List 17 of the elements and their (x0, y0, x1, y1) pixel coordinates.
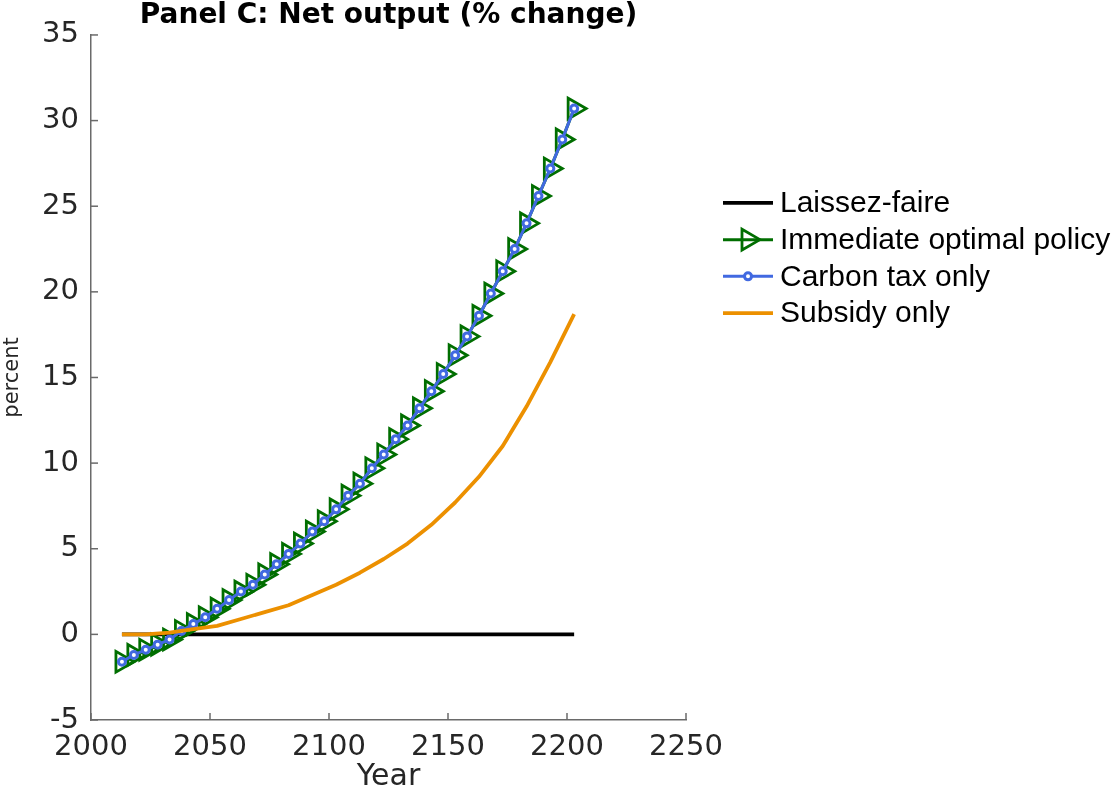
y-tick-label: 30 (42, 101, 79, 136)
legend-label: Laissez-faire (780, 185, 951, 219)
legend-label: Subsidy only (780, 295, 951, 329)
legend-label: Carbon tax only (780, 258, 991, 292)
y-axis-title: percent (0, 337, 24, 418)
y-tick-label: 25 (42, 186, 79, 221)
y-tick-label: 35 (42, 15, 79, 50)
y-tick-label: 10 (42, 443, 79, 478)
y-tick-label: 0 (60, 614, 79, 649)
legend-label: Immediate optimal policy (780, 221, 1111, 255)
y-tick-label: 5 (60, 529, 79, 564)
x-tick-label: 2250 (649, 727, 723, 762)
y-tick-label: 15 (42, 358, 79, 393)
x-tick-label: 2050 (173, 727, 247, 762)
chart-title: Panel C: Net output (% change) (139, 0, 638, 31)
x-tick-label: 2200 (530, 727, 604, 762)
y-tick-label: 20 (42, 272, 79, 307)
